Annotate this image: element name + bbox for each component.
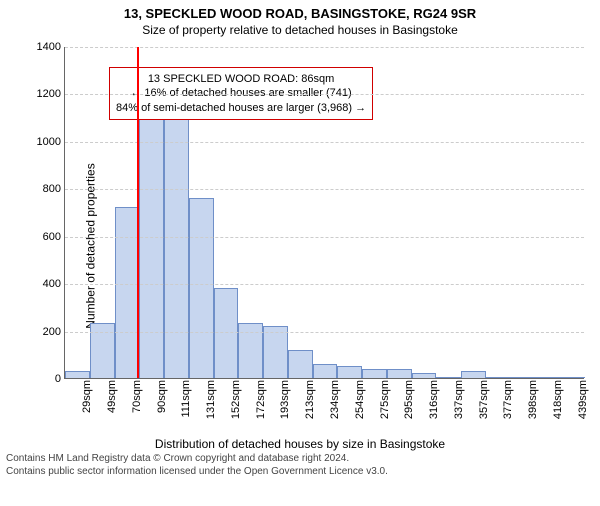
- xtick-label: 193sqm: [279, 380, 291, 419]
- histogram-bar: [461, 371, 486, 378]
- xtick-label: 377sqm: [502, 380, 514, 419]
- xtick-label: 131sqm: [205, 380, 217, 419]
- footer-line-2: Contains public sector information licen…: [6, 466, 594, 479]
- xticks-layer: 29sqm 49sqm 70sqm 90sqm 111sqm 131sqm 152sqm 17…: [65, 378, 584, 438]
- chart-container: Number of detached properties 29sqm49sqm…: [0, 41, 600, 451]
- histogram-bar: [362, 369, 387, 378]
- histogram-bar: [115, 207, 140, 378]
- gridline: [65, 94, 584, 95]
- xtick-label: 398sqm: [527, 380, 539, 419]
- xtick-label: 357sqm: [478, 380, 490, 419]
- xtick-label: 152sqm: [230, 380, 242, 419]
- title-sub: Size of property relative to detached ho…: [0, 23, 600, 37]
- info-line-3: 84% of semi-detached houses are larger (…: [116, 101, 366, 115]
- gridline: [65, 332, 584, 333]
- histogram-bar: [288, 350, 313, 378]
- histogram-bar: [139, 115, 164, 378]
- histogram-bar: [164, 112, 189, 378]
- ytick-label: 400: [21, 278, 65, 290]
- xtick-label: 337sqm: [453, 380, 465, 419]
- ytick-label: 800: [21, 183, 65, 195]
- xtick-label: 111sqm: [180, 380, 192, 418]
- footer-line-1: Contains HM Land Registry data © Crown c…: [6, 453, 594, 466]
- ytick-label: 1400: [21, 41, 65, 53]
- xtick-label: 439sqm: [577, 380, 589, 419]
- xtick-label: 172sqm: [255, 380, 267, 419]
- gridline: [65, 47, 584, 48]
- xtick-label: 29sqm: [81, 380, 93, 413]
- histogram-bar: [214, 288, 239, 378]
- histogram-bar: [189, 198, 214, 378]
- xtick-label: 275sqm: [379, 380, 391, 419]
- histogram-bar: [65, 371, 90, 378]
- ytick-label: 200: [21, 326, 65, 338]
- ytick-label: 1200: [21, 88, 65, 100]
- xtick-label: 234sqm: [329, 380, 341, 419]
- ytick-label: 1000: [21, 136, 65, 148]
- plot-area: 29sqm49sqm70sqm90sqm111sqm131sqm152sqm17…: [64, 47, 584, 379]
- gridline: [65, 189, 584, 190]
- xtick-label: 295sqm: [403, 380, 415, 419]
- xtick-label: 70sqm: [131, 380, 143, 413]
- xtick-label: 49sqm: [106, 380, 118, 413]
- histogram-bar: [337, 366, 362, 378]
- histogram-bar: [263, 326, 288, 378]
- histogram-bar: [313, 364, 338, 378]
- xtick-label: 316sqm: [428, 380, 440, 419]
- xtick-label: 90sqm: [156, 380, 168, 413]
- gridline: [65, 284, 584, 285]
- xtick-label: 213sqm: [304, 380, 316, 419]
- gridline: [65, 237, 584, 238]
- info-line-1: 13 SPECKLED WOOD ROAD: 86sqm: [116, 72, 366, 86]
- histogram-bar: [387, 369, 412, 378]
- ytick-label: 0: [21, 373, 65, 385]
- xtick-label: 418sqm: [552, 380, 564, 419]
- title-main: 13, SPECKLED WOOD ROAD, BASINGSTOKE, RG2…: [0, 6, 600, 21]
- x-axis-label: Distribution of detached houses by size …: [0, 437, 600, 451]
- reference-line: [137, 47, 139, 378]
- gridline: [65, 142, 584, 143]
- footer: Contains HM Land Registry data © Crown c…: [6, 453, 594, 478]
- ytick-label: 600: [21, 231, 65, 243]
- xtick-label: 254sqm: [354, 380, 366, 419]
